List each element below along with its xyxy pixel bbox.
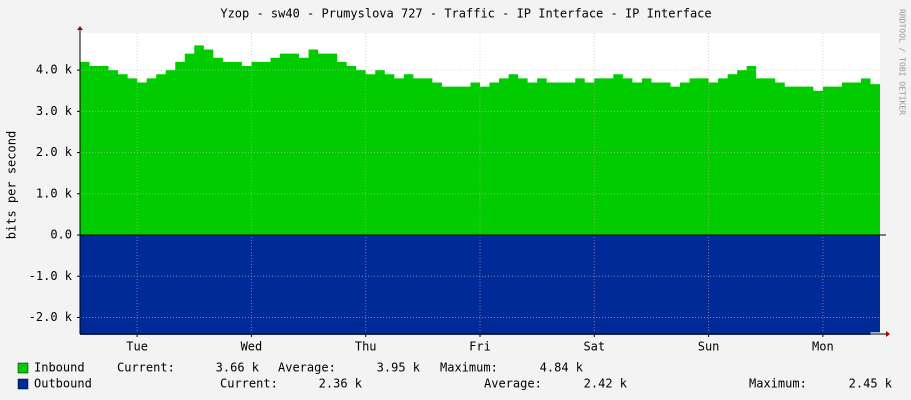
legend-stat-label: Average: (278, 361, 336, 375)
legend-stat-label: Maximum: (440, 361, 498, 375)
x-tick-label: Wed (241, 340, 263, 354)
y-tick-label: 1.0 k (36, 186, 73, 200)
x-tick-label: Sat (583, 340, 605, 354)
legend-stat-value: 4.84 k (540, 361, 584, 375)
chart-title: Yzop - sw40 - Prumyslova 727 - Traffic -… (220, 7, 711, 21)
legend-swatch (17, 362, 29, 374)
watermark: RRDTOOL / TOBI OETIKER (898, 9, 907, 115)
legend-swatch (17, 378, 29, 390)
legend-stat-value: 3.95 k (377, 361, 421, 375)
y-tick-label: 0.0 (50, 228, 72, 242)
legend-label: Outbound (34, 377, 92, 391)
x-tick-label: Tue (126, 340, 148, 354)
area (80, 235, 880, 335)
legend-label: Inbound (34, 361, 85, 375)
legend-stat-label: Current: (117, 361, 175, 375)
legend-stat-label: Maximum: (749, 377, 807, 391)
y-axis-label: bits per second (5, 131, 19, 239)
y-axis-arrow (77, 26, 83, 30)
x-tick-label: Thu (355, 340, 377, 354)
y-tick-label: 4.0 k (36, 63, 73, 77)
x-tick-label: Mon (812, 340, 834, 354)
x-axis-arrow (886, 331, 890, 337)
area (80, 45, 880, 236)
legend-stat-value: 3.66 k (216, 361, 260, 375)
legend-stat-label: Average: (484, 377, 542, 391)
y-tick-label: -2.0 k (29, 310, 73, 324)
x-tick-label: Fri (469, 340, 491, 354)
legend-stat-label: Current: (220, 377, 278, 391)
legend-stat-value: 2.42 k (584, 377, 628, 391)
legend-stat-value: 2.45 k (849, 377, 893, 391)
legend-stat-value: 2.36 k (319, 377, 363, 391)
y-tick-label: -1.0 k (29, 269, 73, 283)
x-tick-label: Sun (698, 340, 720, 354)
y-tick-label: 3.0 k (36, 104, 73, 118)
y-tick-label: 2.0 k (36, 145, 73, 159)
